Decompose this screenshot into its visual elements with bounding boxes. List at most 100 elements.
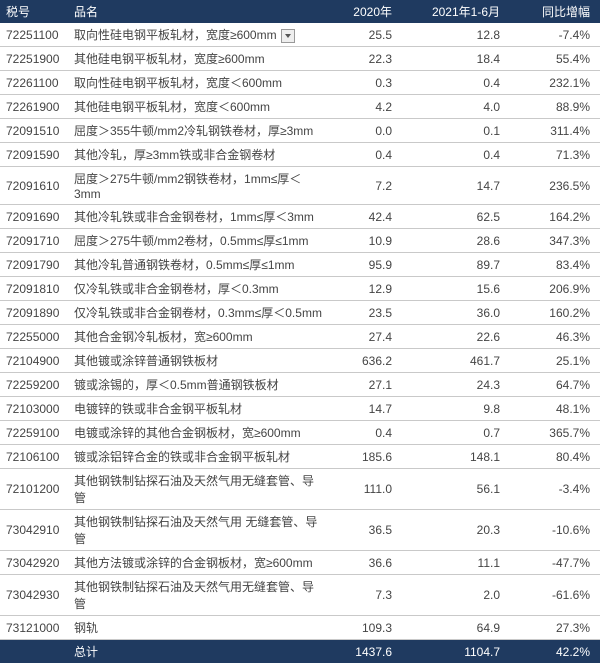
cell-2020: 7.3: [330, 575, 402, 616]
cell-name: 取向性硅电钢平板轧材，宽度≥600mm: [68, 23, 330, 47]
cell-2021h1: 461.7: [402, 349, 510, 373]
cell-2021h1: 0.1: [402, 119, 510, 143]
cell-2021h1: 12.8: [402, 23, 510, 47]
cell-yoy: 311.4%: [510, 119, 600, 143]
cell-code: 73042920: [0, 551, 68, 575]
table-row: 72103000电镀锌的铁或非合金钢平板轧材14.79.848.1%: [0, 397, 600, 421]
cell-2020: 22.3: [330, 47, 402, 71]
cell-code: 72259200: [0, 373, 68, 397]
table-row: 72259200镀或涂锡的，厚＜0.5mm普通钢铁板材27.124.364.7%: [0, 373, 600, 397]
cell-yoy: 88.9%: [510, 95, 600, 119]
table-row: 72091810仅冷轧铁或非合金钢卷材，厚＜0.3mm12.915.6206.9…: [0, 277, 600, 301]
cell-name: 电镀或涂锌的其他合金钢板材，宽≥600mm: [68, 421, 330, 445]
cell-code: 72259100: [0, 421, 68, 445]
cell-code: 72091890: [0, 301, 68, 325]
table-row: 72091690其他冷轧铁或非合金钢卷材，1mm≤厚＜3mm42.462.516…: [0, 205, 600, 229]
cell-name: 其他钢铁制钻探石油及天然气用 无缝套管、导管: [68, 510, 330, 551]
total-yoy: 42.2%: [510, 640, 600, 663]
cell-name: 其他冷轧普通钢铁卷材，0.5mm≤厚≤1mm: [68, 253, 330, 277]
cell-2021h1: 14.7: [402, 167, 510, 205]
cell-2021h1: 4.0: [402, 95, 510, 119]
cell-code: 72103000: [0, 397, 68, 421]
cell-2020: 27.1: [330, 373, 402, 397]
cell-yoy: 347.3%: [510, 229, 600, 253]
cell-2020: 0.0: [330, 119, 402, 143]
cell-2021h1: 18.4: [402, 47, 510, 71]
cell-yoy: -10.6%: [510, 510, 600, 551]
col-yoy: 同比增幅: [510, 0, 600, 23]
cell-2020: 7.2: [330, 167, 402, 205]
cell-2021h1: 36.0: [402, 301, 510, 325]
cell-yoy: -61.6%: [510, 575, 600, 616]
cell-name: 仅冷轧铁或非合金钢卷材，0.3mm≤厚＜0.5mm: [68, 301, 330, 325]
cell-2021h1: 9.8: [402, 397, 510, 421]
cell-2020: 4.2: [330, 95, 402, 119]
cell-2021h1: 24.3: [402, 373, 510, 397]
table-row: 72101200其他钢铁制钻探石油及天然气用无缝套管、导管111.056.1-3…: [0, 469, 600, 510]
cell-name: 屈度＞275牛顿/mm2钢铁卷材，1mm≤厚＜3mm: [68, 167, 330, 205]
cell-name: 屈度＞355牛顿/mm2冷轧钢铁卷材，厚≥3mm: [68, 119, 330, 143]
table-row: 72255000其他合金钢冷轧板材，宽≥600mm27.422.646.3%: [0, 325, 600, 349]
table-row: 72091510屈度＞355牛顿/mm2冷轧钢铁卷材，厚≥3mm0.00.131…: [0, 119, 600, 143]
cell-yoy: 46.3%: [510, 325, 600, 349]
cell-2020: 95.9: [330, 253, 402, 277]
table-row: 72251100取向性硅电钢平板轧材，宽度≥600mm25.512.8-7.4%: [0, 23, 600, 47]
total-2021h1: 1104.7: [402, 640, 510, 663]
table-row: 72104900其他镀或涂锌普通钢铁板材636.2461.725.1%: [0, 349, 600, 373]
cell-yoy: -3.4%: [510, 469, 600, 510]
cell-2020: 42.4: [330, 205, 402, 229]
cell-code: 72091710: [0, 229, 68, 253]
col-2021h1: 2021年1-6月: [402, 0, 510, 23]
cell-name: 其他钢铁制钻探石油及天然气用无缝套管、导管: [68, 469, 330, 510]
cell-name: 其他硅电钢平板轧材，宽度≥600mm: [68, 47, 330, 71]
col-tax-code: 税号: [0, 0, 68, 23]
table-row: 72251900其他硅电钢平板轧材，宽度≥600mm22.318.455.4%: [0, 47, 600, 71]
cell-yoy: 27.3%: [510, 616, 600, 640]
cell-code: 72255000: [0, 325, 68, 349]
cell-code: 72091790: [0, 253, 68, 277]
dropdown-icon[interactable]: [281, 29, 295, 43]
cell-name: 其他钢铁制钻探石油及天然气用无缝套管、导管: [68, 575, 330, 616]
cell-code: 72251900: [0, 47, 68, 71]
cell-2020: 27.4: [330, 325, 402, 349]
cell-2020: 25.5: [330, 23, 402, 47]
cell-2021h1: 148.1: [402, 445, 510, 469]
cell-code: 73042930: [0, 575, 68, 616]
cell-2020: 185.6: [330, 445, 402, 469]
cell-yoy: 48.1%: [510, 397, 600, 421]
cell-name: 其他合金钢冷轧板材，宽≥600mm: [68, 325, 330, 349]
cell-2021h1: 22.6: [402, 325, 510, 349]
table-row: 72261900其他硅电钢平板轧材，宽度＜600mm4.24.088.9%: [0, 95, 600, 119]
cell-2020: 14.7: [330, 397, 402, 421]
cell-yoy: 206.9%: [510, 277, 600, 301]
cell-2021h1: 2.0: [402, 575, 510, 616]
table-row: 72259100电镀或涂锌的其他合金钢板材，宽≥600mm0.40.7365.7…: [0, 421, 600, 445]
cell-name: 其他冷轧铁或非合金钢卷材，1mm≤厚＜3mm: [68, 205, 330, 229]
table-row: 72106100镀或涂铝锌合金的铁或非合金钢平板轧材185.6148.180.4…: [0, 445, 600, 469]
cell-yoy: 64.7%: [510, 373, 600, 397]
steel-trade-table: 税号 品名 2020年 2021年1-6月 同比增幅 72251100取向性硅电…: [0, 0, 600, 663]
header-row: 税号 品名 2020年 2021年1-6月 同比增幅: [0, 0, 600, 23]
cell-yoy: 232.1%: [510, 71, 600, 95]
cell-yoy: -47.7%: [510, 551, 600, 575]
cell-yoy: 365.7%: [510, 421, 600, 445]
total-2020: 1437.6: [330, 640, 402, 663]
cell-code: 72091810: [0, 277, 68, 301]
cell-code: 72104900: [0, 349, 68, 373]
table-row: 72091590其他冷轧，厚≥3mm铁或非合金钢卷材0.40.471.3%: [0, 143, 600, 167]
cell-code: 72091590: [0, 143, 68, 167]
col-2020: 2020年: [330, 0, 402, 23]
cell-name: 其他硅电钢平板轧材，宽度＜600mm: [68, 95, 330, 119]
cell-2020: 0.3: [330, 71, 402, 95]
cell-code: 72101200: [0, 469, 68, 510]
cell-2021h1: 15.6: [402, 277, 510, 301]
table-row: 73042910其他钢铁制钻探石油及天然气用 无缝套管、导管36.520.3-1…: [0, 510, 600, 551]
cell-name: 屈度＞275牛顿/mm2卷材，0.5mm≤厚≤1mm: [68, 229, 330, 253]
table-row: 72091610屈度＞275牛顿/mm2钢铁卷材，1mm≤厚＜3mm7.214.…: [0, 167, 600, 205]
cell-yoy: 83.4%: [510, 253, 600, 277]
cell-yoy: 236.5%: [510, 167, 600, 205]
table-row: 72091890仅冷轧铁或非合金钢卷材，0.3mm≤厚＜0.5mm23.536.…: [0, 301, 600, 325]
cell-2021h1: 0.7: [402, 421, 510, 445]
cell-name: 镀或涂锡的，厚＜0.5mm普通钢铁板材: [68, 373, 330, 397]
cell-2021h1: 89.7: [402, 253, 510, 277]
